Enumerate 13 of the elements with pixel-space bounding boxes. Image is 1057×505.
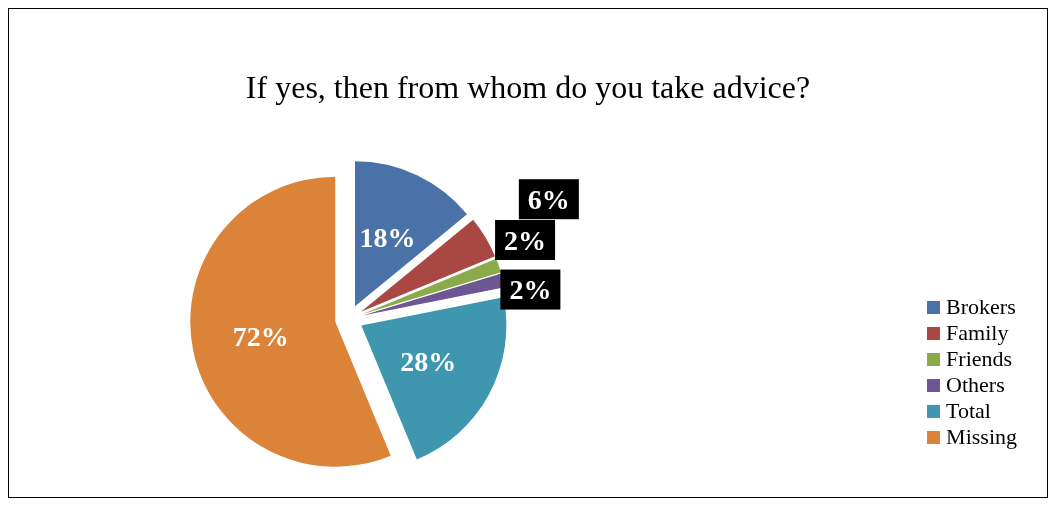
data-label: 28% bbox=[400, 345, 457, 377]
legend-label: Others bbox=[946, 372, 1005, 398]
chart-title: If yes, then from whom do you take advice? bbox=[244, 69, 812, 106]
legend-label: Missing bbox=[946, 424, 1017, 450]
data-label: 6% bbox=[527, 183, 570, 215]
data-label: 18% bbox=[359, 222, 416, 254]
legend-label: Total bbox=[946, 398, 991, 424]
data-label: 2% bbox=[504, 224, 547, 256]
legend-label: Friends bbox=[946, 346, 1013, 372]
legend-label: Brokers bbox=[946, 294, 1016, 320]
data-label: 72% bbox=[232, 321, 289, 353]
data-label: 2% bbox=[509, 274, 552, 306]
legend-label: Family bbox=[946, 320, 1009, 346]
